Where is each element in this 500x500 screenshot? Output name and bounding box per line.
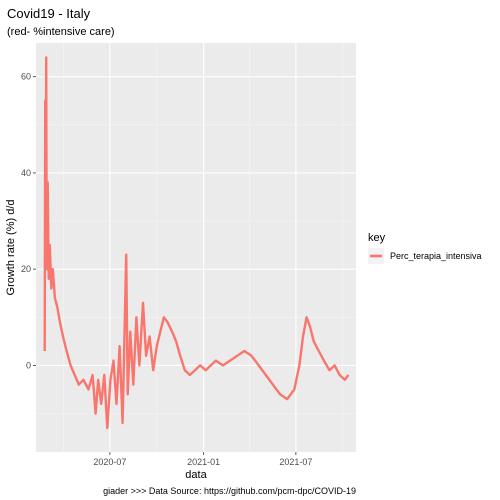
legend-title: key <box>368 232 386 244</box>
y-tick-label: 20 <box>21 264 31 274</box>
x-axis-label: data <box>185 469 207 481</box>
y-tick-label: 40 <box>21 168 31 178</box>
series-line-perc-terapia-intensiva <box>43 56 350 430</box>
chart-subtitle: (red- %intensive care) <box>7 26 115 38</box>
legend: key Perc_terapia_intensiva <box>368 232 482 264</box>
legend-entry-label: Perc_terapia_intensiva <box>390 251 482 261</box>
x-tick-label: 2021-07 <box>279 457 312 467</box>
y-tick-label: 0 <box>26 360 31 370</box>
y-tick-label: 60 <box>21 72 31 82</box>
x-tick-label: 2020-07 <box>93 457 126 467</box>
x-tick-label: 2021-01 <box>187 457 220 467</box>
grid-lines <box>36 43 356 452</box>
chart-caption: giader >>> Data Source: https://github.c… <box>103 486 356 496</box>
plot-panel <box>36 43 356 452</box>
chart-title: Covid19 - Italy <box>7 6 91 21</box>
y-axis-label: Growth rate (%) d/d <box>5 200 17 296</box>
axes-layer: 0 20 40 60 2020-07 2021-01 2021-07 <box>21 72 312 467</box>
series-layer <box>43 56 350 430</box>
